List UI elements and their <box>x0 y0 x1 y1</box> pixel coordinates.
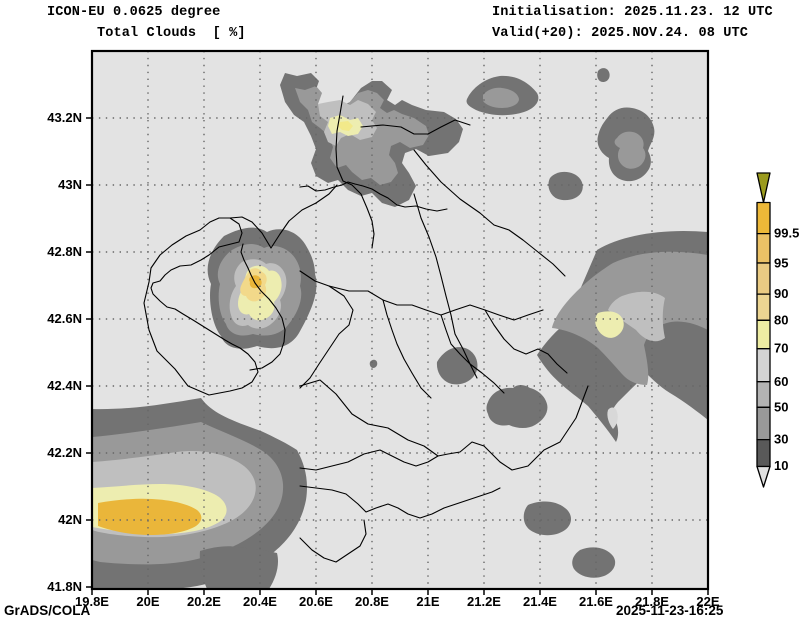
svg-text:42.8N: 42.8N <box>47 244 82 259</box>
svg-text:80: 80 <box>774 313 788 328</box>
svg-text:20.2E: 20.2E <box>187 594 221 609</box>
svg-text:21.6E: 21.6E <box>579 594 613 609</box>
svg-text:20.6E: 20.6E <box>299 594 333 609</box>
svg-text:60: 60 <box>774 374 788 389</box>
svg-text:50: 50 <box>774 400 788 415</box>
svg-text:42.4N: 42.4N <box>47 378 82 393</box>
svg-text:21.2E: 21.2E <box>467 594 501 609</box>
svg-text:43.2N: 43.2N <box>47 110 82 125</box>
svg-text:90: 90 <box>774 286 788 301</box>
svg-text:20E: 20E <box>136 594 159 609</box>
svg-text:20.4E: 20.4E <box>243 594 277 609</box>
svg-text:70: 70 <box>774 341 788 356</box>
svg-text:21E: 21E <box>416 594 439 609</box>
svg-text:21.8E: 21.8E <box>635 594 669 609</box>
svg-text:41.8N: 41.8N <box>47 579 82 594</box>
svg-text:43N: 43N <box>58 177 82 192</box>
svg-text:42.2N: 42.2N <box>47 445 82 460</box>
svg-text:10: 10 <box>774 458 788 473</box>
svg-text:19.8E: 19.8E <box>75 594 109 609</box>
svg-text:30: 30 <box>774 432 788 447</box>
svg-text:42N: 42N <box>58 512 82 527</box>
svg-text:22E: 22E <box>696 594 719 609</box>
svg-text:42.6N: 42.6N <box>47 311 82 326</box>
svg-text:21.4E: 21.4E <box>523 594 557 609</box>
svg-text:20.8E: 20.8E <box>355 594 389 609</box>
svg-text:99.5: 99.5 <box>774 226 799 241</box>
svg-text:95: 95 <box>774 256 788 271</box>
